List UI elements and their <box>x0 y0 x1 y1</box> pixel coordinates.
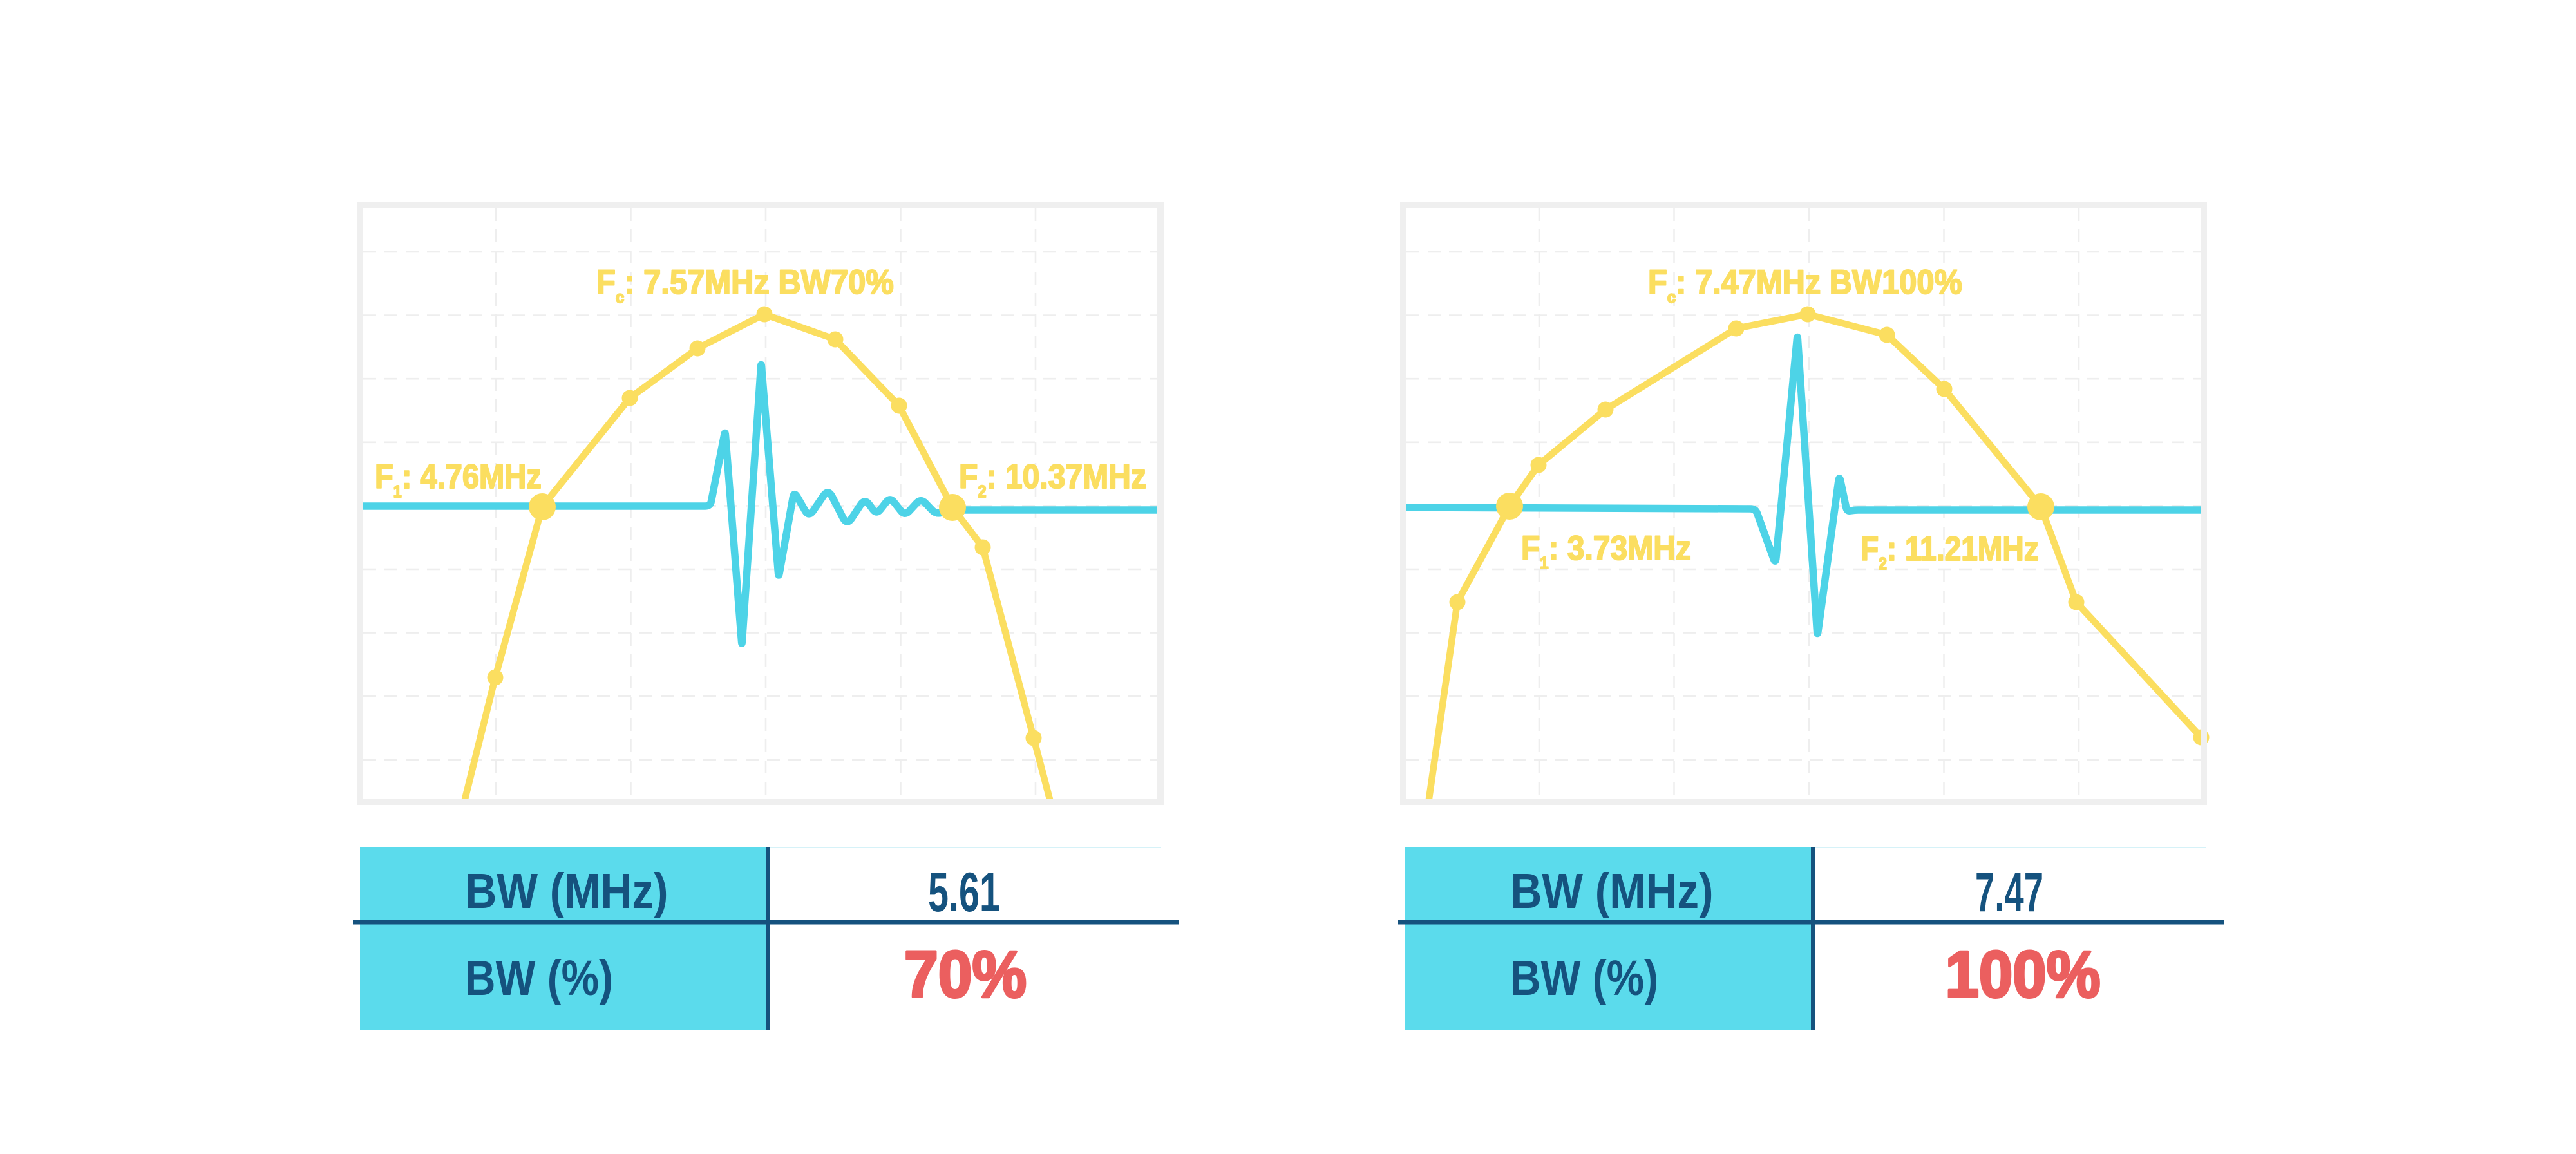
svg-text:BW (%): BW (%) <box>1510 951 1658 1006</box>
svg-text:F1: 4.76MHz: F1: 4.76MHz <box>375 457 542 501</box>
svg-text:70%: 70% <box>904 938 1027 1011</box>
svg-text:100%: 100% <box>1946 938 2101 1011</box>
svg-text:Fc: 7.57MHz BW70%: Fc: 7.57MHz BW70% <box>596 263 894 307</box>
svg-text:BW (%): BW (%) <box>465 951 613 1006</box>
svg-text:F1: 3.73MHz: F1: 3.73MHz <box>1521 529 1691 572</box>
svg-text:7.47: 7.47 <box>1975 862 2043 923</box>
svg-text:Fc: 7.47MHz BW100%: Fc: 7.47MHz BW100% <box>1648 263 1962 307</box>
svg-text:BW (MHz): BW (MHz) <box>1511 864 1714 919</box>
svg-text:F2: 11.21MHz: F2: 11.21MHz <box>1861 529 2039 573</box>
svg-text:5.61: 5.61 <box>928 862 1000 923</box>
svg-text:BW (MHz): BW (MHz) <box>466 864 668 919</box>
svg-text:F2: 10.37MHz: F2: 10.37MHz <box>959 457 1146 501</box>
